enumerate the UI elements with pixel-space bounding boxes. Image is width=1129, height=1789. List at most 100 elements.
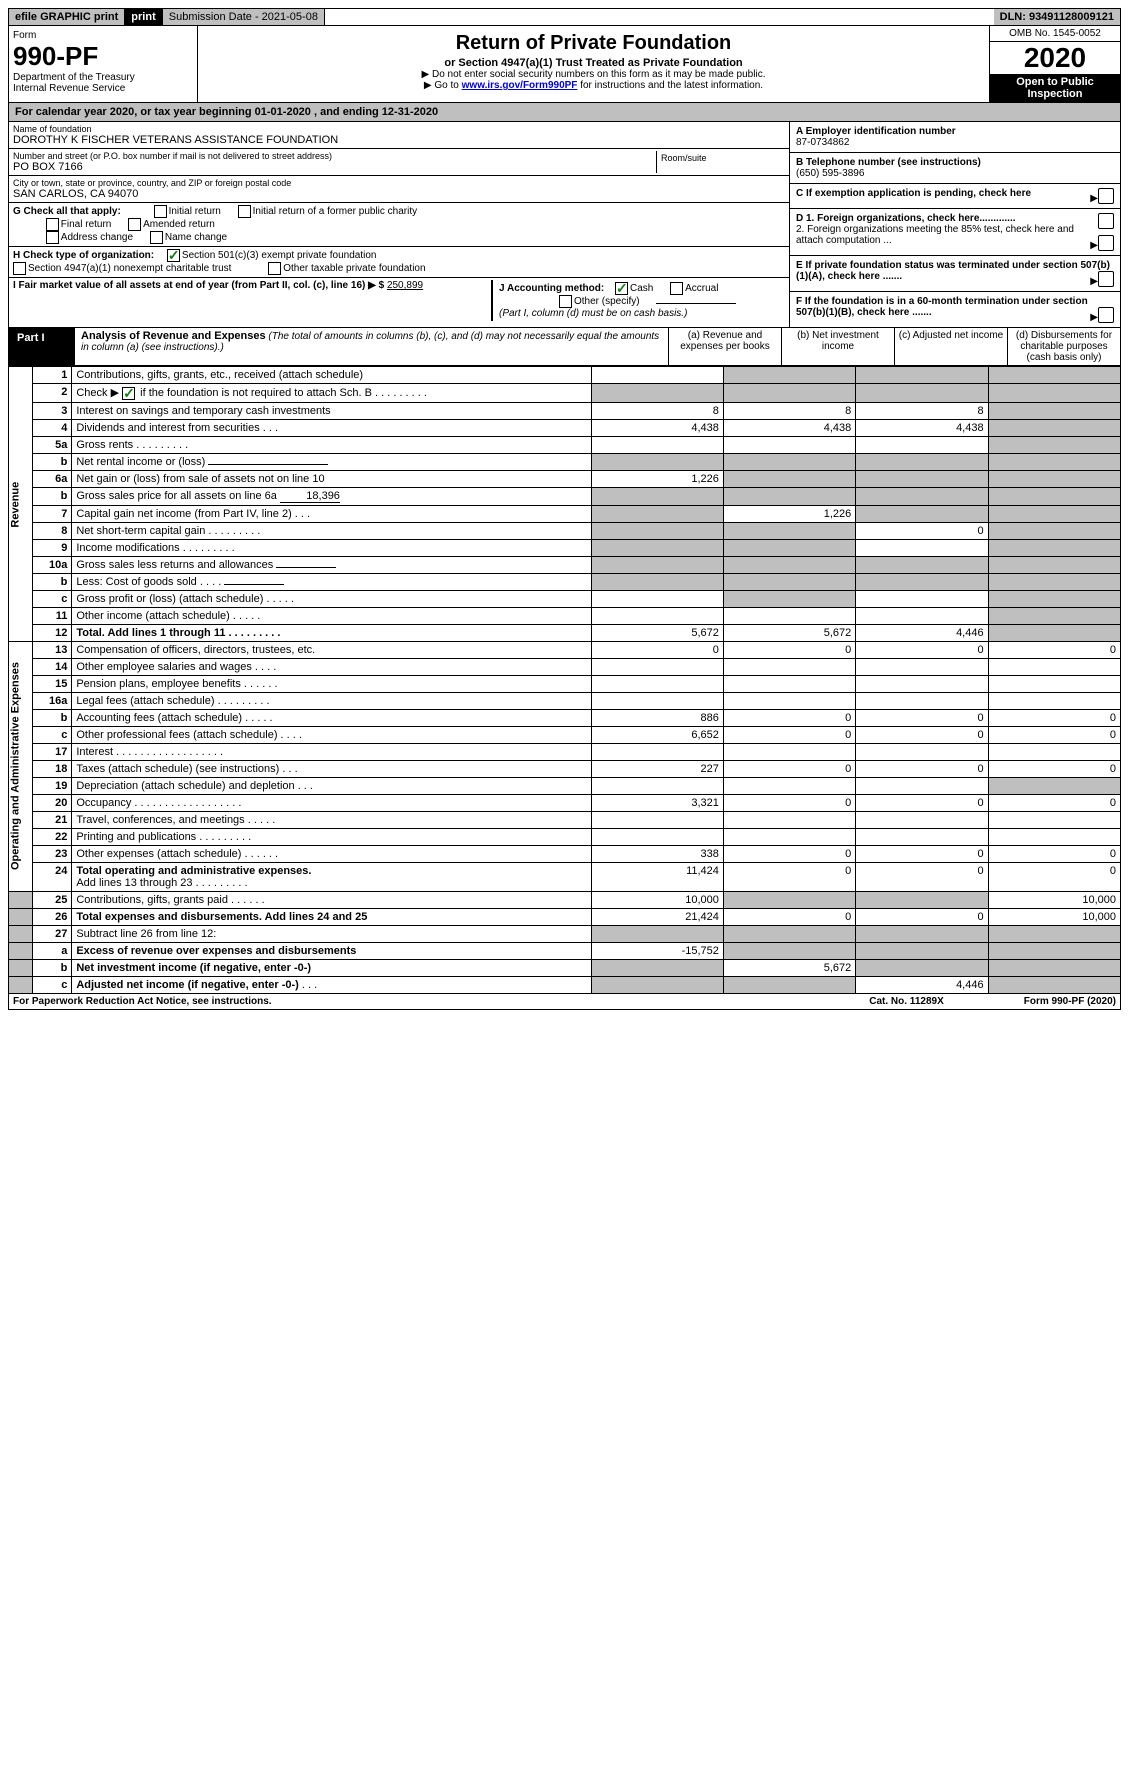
- addr-label: Number and street (or P.O. box number if…: [13, 151, 656, 161]
- table-row: 26Total expenses and disbursements. Add …: [9, 908, 1121, 925]
- part1-label: Part I: [9, 328, 75, 365]
- table-row: 14Other employee salaries and wages . . …: [9, 658, 1121, 675]
- chk-e[interactable]: [1098, 271, 1114, 287]
- part1-title: Analysis of Revenue and Expenses: [81, 330, 266, 342]
- chk-cash[interactable]: [615, 282, 628, 295]
- table-row: 5aGross rents: [9, 436, 1121, 453]
- chk-schb[interactable]: [122, 387, 135, 400]
- foot-mid: Cat. No. 11289X: [869, 996, 943, 1007]
- form-number: 990-PF: [13, 41, 193, 72]
- chk-d1[interactable]: [1098, 213, 1114, 229]
- h-label: H Check type of organization:: [13, 250, 154, 261]
- chk-f[interactable]: [1098, 307, 1114, 323]
- dln: DLN: 93491128009121: [994, 9, 1120, 25]
- table-row: 2Check ▶ if the foundation is not requir…: [9, 384, 1121, 403]
- side-expenses: Operating and Administrative Expenses: [9, 641, 33, 891]
- foot-right: Form 990-PF (2020): [1024, 996, 1116, 1007]
- chk-amended[interactable]: [128, 218, 141, 231]
- table-row: Operating and Administrative Expenses 13…: [9, 641, 1121, 658]
- table-row: 21Travel, conferences, and meetings . . …: [9, 811, 1121, 828]
- note-link: ▶ Go to www.irs.gov/Form990PF for instru…: [202, 80, 985, 91]
- table-row: bLess: Cost of goods sold . . . .: [9, 573, 1121, 590]
- table-row: 17Interest: [9, 743, 1121, 760]
- table-row: 15Pension plans, employee benefits . . .…: [9, 675, 1121, 692]
- telephone: (650) 595-3896: [796, 168, 864, 179]
- chk-c[interactable]: [1098, 188, 1114, 204]
- table-row: 10aGross sales less returns and allowanc…: [9, 556, 1121, 573]
- col-d: (d) Disbursements for charitable purpose…: [1007, 328, 1120, 365]
- chk-addr-change[interactable]: [46, 231, 59, 244]
- table-row: bNet rental income or (loss): [9, 453, 1121, 470]
- irs: Internal Revenue Service: [13, 83, 193, 94]
- table-row: 9Income modifications: [9, 539, 1121, 556]
- d2-label: 2. Foreign organizations meeting the 85%…: [796, 224, 1074, 246]
- city: SAN CARLOS, CA 94070: [13, 188, 785, 200]
- tel-label: B Telephone number (see instructions): [796, 157, 981, 168]
- form-header: Form 990-PF Department of the Treasury I…: [8, 26, 1121, 103]
- table-row: 3Interest on savings and temporary cash …: [9, 402, 1121, 419]
- table-row: 4Dividends and interest from securities …: [9, 419, 1121, 436]
- dept: Department of the Treasury: [13, 72, 193, 83]
- omb: OMB No. 1545-0052: [990, 26, 1120, 42]
- top-bar: efile GRAPHIC print print Submission Dat…: [8, 8, 1121, 26]
- table-row: 20Occupancy3,321000: [9, 794, 1121, 811]
- footer: For Paperwork Reduction Act Notice, see …: [8, 994, 1121, 1010]
- tax-year: 2020: [990, 42, 1120, 74]
- i-value: 250,899: [387, 280, 423, 291]
- side-revenue: Revenue: [9, 367, 33, 642]
- efile-label: efile GRAPHIC print: [9, 9, 125, 25]
- city-label: City or town, state or province, country…: [13, 178, 785, 188]
- c-label: C If exemption application is pending, c…: [796, 188, 1031, 199]
- main-table: Revenue 1Contributions, gifts, grants, e…: [8, 366, 1121, 994]
- address: PO BOX 7166: [13, 161, 656, 173]
- room-label: Room/suite: [661, 153, 781, 163]
- chk-initial-former[interactable]: [238, 205, 251, 218]
- table-row: bAccounting fees (attach schedule) . . .…: [9, 709, 1121, 726]
- calendar-year: For calendar year 2020, or tax year begi…: [8, 103, 1121, 122]
- foot-left: For Paperwork Reduction Act Notice, see …: [13, 996, 272, 1007]
- irs-link[interactable]: www.irs.gov/Form990PF: [462, 80, 578, 91]
- form-subtitle: or Section 4947(a)(1) Trust Treated as P…: [202, 57, 985, 69]
- table-row: 6aNet gain or (loss) from sale of assets…: [9, 470, 1121, 487]
- col-b: (b) Net investment income: [781, 328, 894, 365]
- table-row: 18Taxes (attach schedule) (see instructi…: [9, 760, 1121, 777]
- j-note: (Part I, column (d) must be on cash basi…: [499, 308, 687, 319]
- submission-date: Submission Date - 2021-05-08: [163, 9, 325, 25]
- j-label: J Accounting method:: [499, 283, 604, 294]
- table-row: bNet investment income (if negative, ent…: [9, 959, 1121, 976]
- i-label: I Fair market value of all assets at end…: [13, 280, 384, 291]
- chk-final[interactable]: [46, 218, 59, 231]
- table-row: 27Subtract line 26 from line 12:: [9, 925, 1121, 942]
- table-row: cAdjusted net income (if negative, enter…: [9, 976, 1121, 993]
- foundation-name: DOROTHY K FISCHER VETERANS ASSISTANCE FO…: [13, 134, 785, 146]
- ein-label: A Employer identification number: [796, 126, 956, 137]
- table-row: 25Contributions, gifts, grants paid . . …: [9, 891, 1121, 908]
- form-title: Return of Private Foundation: [202, 32, 985, 55]
- g-label: G Check all that apply:: [13, 206, 121, 217]
- table-row: cOther professional fees (attach schedul…: [9, 726, 1121, 743]
- chk-name-change[interactable]: [150, 231, 163, 244]
- table-row: 24Total operating and administrative exp…: [9, 862, 1121, 891]
- table-row: cGross profit or (loss) (attach schedule…: [9, 590, 1121, 607]
- table-row: 16aLegal fees (attach schedule): [9, 692, 1121, 709]
- table-row: 19Depreciation (attach schedule) and dep…: [9, 777, 1121, 794]
- col-a: (a) Revenue and expenses per books: [668, 328, 781, 365]
- table-row: aExcess of revenue over expenses and dis…: [9, 942, 1121, 959]
- print-button[interactable]: print: [125, 9, 162, 25]
- ein: 87-0734862: [796, 137, 849, 148]
- chk-501c3[interactable]: [167, 249, 180, 262]
- table-row: Revenue 1Contributions, gifts, grants, e…: [9, 367, 1121, 384]
- chk-d2[interactable]: [1098, 235, 1114, 251]
- chk-accrual[interactable]: [670, 282, 683, 295]
- chk-other-method[interactable]: [559, 295, 572, 308]
- table-row: 23Other expenses (attach schedule) . . .…: [9, 845, 1121, 862]
- col-c: (c) Adjusted net income: [894, 328, 1007, 365]
- chk-4947[interactable]: [13, 262, 26, 275]
- table-row: 11Other income (attach schedule) . . . .…: [9, 607, 1121, 624]
- note-ssn: ▶ Do not enter social security numbers o…: [202, 69, 985, 80]
- table-row: 12Total. Add lines 1 through 115,6725,67…: [9, 624, 1121, 641]
- chk-other-tax[interactable]: [268, 262, 281, 275]
- d1-label: D 1. Foreign organizations, check here..…: [796, 213, 1016, 224]
- chk-initial[interactable]: [154, 205, 167, 218]
- e-label: E If private foundation status was termi…: [796, 260, 1110, 282]
